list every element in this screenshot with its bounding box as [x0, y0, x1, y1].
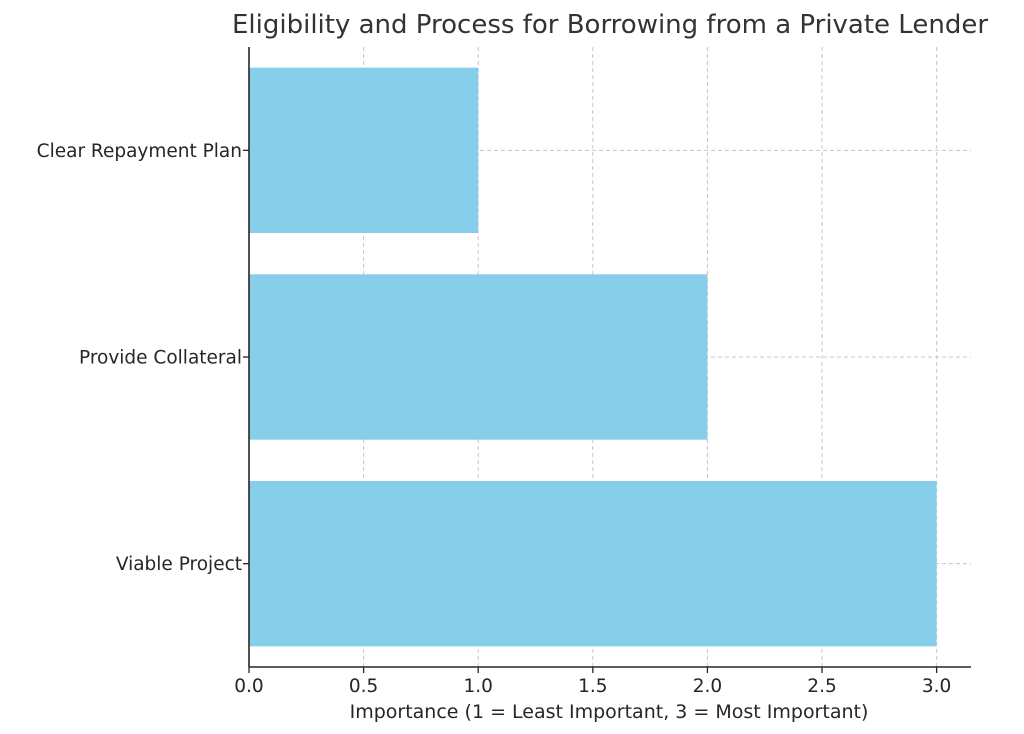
x-tick-label: 2.0 [693, 676, 722, 697]
x-tick-label: 2.5 [807, 676, 836, 697]
x-axis-ticks: 0.0 0.5 1.0 1.5 2.0 2.5 3.0 [234, 667, 951, 697]
bar [249, 67, 479, 234]
x-axis-label: Importance (1 = Least Important, 3 = Mos… [350, 701, 869, 723]
y-tick-label: Provide Collateral [79, 348, 242, 369]
x-tick-label: 1.5 [578, 676, 607, 697]
y-tick-label: Viable Project [116, 554, 242, 575]
y-axis-ticks: Viable Project Provide Collateral Clear Re… [37, 141, 249, 575]
x-tick-label: 0.0 [234, 676, 263, 697]
y-tick-label: Clear Repayment Plan [37, 141, 242, 162]
x-tick-label: 1.0 [463, 676, 492, 697]
bar [249, 274, 708, 440]
x-tick-label: 0.5 [349, 676, 378, 697]
x-tick-label: 3.0 [922, 676, 951, 697]
bars [249, 67, 937, 647]
chart-title: Eligibility and Process for Borrowing fr… [232, 10, 988, 40]
bar [249, 481, 937, 647]
